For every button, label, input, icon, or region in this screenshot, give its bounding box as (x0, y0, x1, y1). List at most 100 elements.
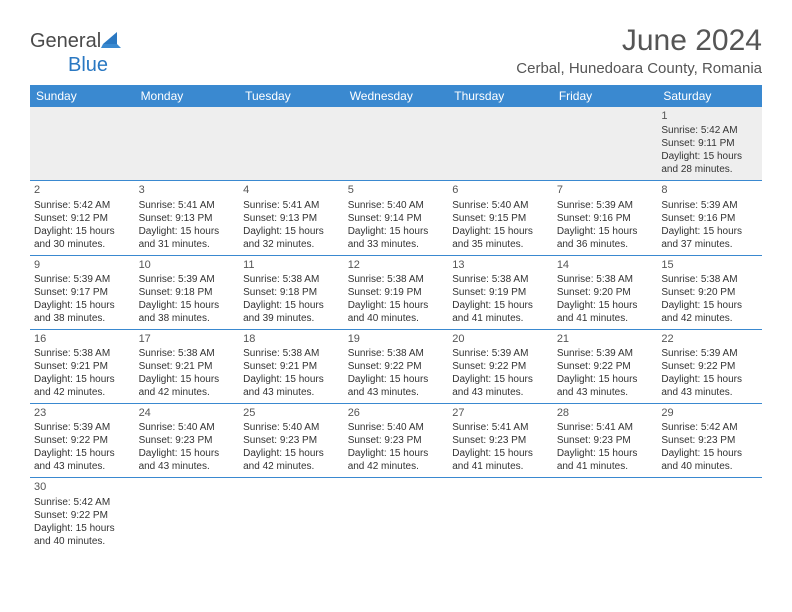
calendar-row: 1Sunrise: 5:42 AMSunset: 9:11 PMDaylight… (30, 107, 762, 181)
day-number: 29 (661, 406, 758, 420)
cell-sunrise: Sunrise: 5:41 AM (139, 199, 236, 212)
day-number: 6 (452, 183, 549, 197)
day-number: 21 (557, 332, 654, 346)
cell-daylight1: Daylight: 15 hours (452, 225, 549, 238)
location: Cerbal, Hunedoara County, Romania (516, 60, 762, 77)
cell-daylight1: Daylight: 15 hours (348, 225, 445, 238)
cell-sunrise: Sunrise: 5:38 AM (139, 347, 236, 360)
cell-sunset: Sunset: 9:22 PM (557, 360, 654, 373)
day-number: 23 (34, 406, 131, 420)
day-number: 27 (452, 406, 549, 420)
cell-sunset: Sunset: 9:22 PM (452, 360, 549, 373)
day-number: 2 (34, 183, 131, 197)
cell-daylight1: Daylight: 15 hours (34, 299, 131, 312)
day-number: 20 (452, 332, 549, 346)
calendar-cell: 4Sunrise: 5:41 AMSunset: 9:13 PMDaylight… (239, 181, 344, 255)
cell-daylight1: Daylight: 15 hours (139, 373, 236, 386)
logo: GeneralBlue (30, 24, 123, 77)
day-number: 30 (34, 480, 131, 494)
cell-sunrise: Sunrise: 5:42 AM (661, 421, 758, 434)
logo-text-part1: General (30, 30, 101, 52)
calendar-cell (135, 478, 240, 552)
calendar-table: Sunday Monday Tuesday Wednesday Thursday… (30, 85, 762, 552)
calendar-cell: 15Sunrise: 5:38 AMSunset: 9:20 PMDayligh… (657, 255, 762, 329)
day-header: Wednesday (344, 85, 449, 107)
cell-sunrise: Sunrise: 5:40 AM (452, 199, 549, 212)
day-number: 19 (348, 332, 445, 346)
cell-sunset: Sunset: 9:23 PM (661, 434, 758, 447)
cell-sunset: Sunset: 9:22 PM (661, 360, 758, 373)
cell-daylight1: Daylight: 15 hours (243, 447, 340, 460)
cell-sunrise: Sunrise: 5:40 AM (348, 421, 445, 434)
cell-sunset: Sunset: 9:23 PM (557, 434, 654, 447)
cell-sunrise: Sunrise: 5:38 AM (348, 273, 445, 286)
calendar-cell (553, 478, 658, 552)
cell-sunset: Sunset: 9:19 PM (452, 286, 549, 299)
calendar-cell: 28Sunrise: 5:41 AMSunset: 9:23 PMDayligh… (553, 404, 658, 478)
cell-sunrise: Sunrise: 5:38 AM (34, 347, 131, 360)
cell-sunset: Sunset: 9:23 PM (243, 434, 340, 447)
day-number: 18 (243, 332, 340, 346)
cell-daylight2: and 42 minutes. (243, 460, 340, 473)
cell-daylight2: and 28 minutes. (661, 163, 758, 176)
cell-sunset: Sunset: 9:11 PM (661, 137, 758, 150)
cell-sunrise: Sunrise: 5:42 AM (661, 124, 758, 137)
calendar-cell: 27Sunrise: 5:41 AMSunset: 9:23 PMDayligh… (448, 404, 553, 478)
cell-sunrise: Sunrise: 5:39 AM (557, 347, 654, 360)
day-number: 4 (243, 183, 340, 197)
calendar-row: 16Sunrise: 5:38 AMSunset: 9:21 PMDayligh… (30, 329, 762, 403)
calendar-cell: 7Sunrise: 5:39 AMSunset: 9:16 PMDaylight… (553, 181, 658, 255)
cell-sunrise: Sunrise: 5:39 AM (34, 421, 131, 434)
cell-daylight2: and 41 minutes. (452, 312, 549, 325)
day-number: 9 (34, 258, 131, 272)
day-number: 11 (243, 258, 340, 272)
cell-daylight1: Daylight: 15 hours (452, 447, 549, 460)
day-number: 25 (243, 406, 340, 420)
calendar-cell: 26Sunrise: 5:40 AMSunset: 9:23 PMDayligh… (344, 404, 449, 478)
day-header: Friday (553, 85, 658, 107)
calendar-cell (239, 107, 344, 181)
calendar-cell: 29Sunrise: 5:42 AMSunset: 9:23 PMDayligh… (657, 404, 762, 478)
cell-daylight2: and 38 minutes. (34, 312, 131, 325)
calendar-cell: 3Sunrise: 5:41 AMSunset: 9:13 PMDaylight… (135, 181, 240, 255)
cell-daylight2: and 38 minutes. (139, 312, 236, 325)
cell-sunrise: Sunrise: 5:42 AM (34, 199, 131, 212)
cell-sunset: Sunset: 9:17 PM (34, 286, 131, 299)
cell-sunrise: Sunrise: 5:39 AM (661, 347, 758, 360)
calendar-row: 30Sunrise: 5:42 AMSunset: 9:22 PMDayligh… (30, 478, 762, 552)
cell-daylight1: Daylight: 15 hours (557, 299, 654, 312)
calendar-cell: 16Sunrise: 5:38 AMSunset: 9:21 PMDayligh… (30, 329, 135, 403)
calendar-cell (344, 478, 449, 552)
day-number: 5 (348, 183, 445, 197)
cell-sunrise: Sunrise: 5:39 AM (661, 199, 758, 212)
cell-daylight1: Daylight: 15 hours (243, 373, 340, 386)
cell-sunset: Sunset: 9:20 PM (661, 286, 758, 299)
cell-daylight2: and 43 minutes. (34, 460, 131, 473)
cell-daylight1: Daylight: 15 hours (557, 373, 654, 386)
cell-daylight1: Daylight: 15 hours (243, 299, 340, 312)
cell-daylight2: and 41 minutes. (557, 460, 654, 473)
day-number: 7 (557, 183, 654, 197)
day-header: Saturday (657, 85, 762, 107)
cell-daylight2: and 43 minutes. (661, 386, 758, 399)
calendar-row: 23Sunrise: 5:39 AMSunset: 9:22 PM Dayligh… (30, 404, 762, 478)
calendar-cell: 5Sunrise: 5:40 AMSunset: 9:14 PMDaylight… (344, 181, 449, 255)
cell-daylight2: and 42 minutes. (661, 312, 758, 325)
cell-sunset: Sunset: 9:12 PM (34, 212, 131, 225)
cell-daylight2: and 43 minutes. (557, 386, 654, 399)
day-number: 26 (348, 406, 445, 420)
calendar-body: 1Sunrise: 5:42 AMSunset: 9:11 PMDaylight… (30, 107, 762, 552)
calendar-cell (553, 107, 658, 181)
day-header: Thursday (448, 85, 553, 107)
cell-sunrise: Sunrise: 5:38 AM (243, 347, 340, 360)
cell-sunset: Sunset: 9:18 PM (243, 286, 340, 299)
cell-sunset: Sunset: 9:22 PM (34, 434, 131, 447)
cell-daylight1: Daylight: 15 hours (452, 299, 549, 312)
cell-sunset: Sunset: 9:15 PM (452, 212, 549, 225)
calendar-cell: 20Sunrise: 5:39 AMSunset: 9:22 PMDayligh… (448, 329, 553, 403)
calendar-cell (657, 478, 762, 552)
cell-sunset: Sunset: 9:23 PM (348, 434, 445, 447)
calendar-cell: 24Sunrise: 5:40 AMSunset: 9:23 PMDayligh… (135, 404, 240, 478)
cell-daylight1: Daylight: 15 hours (557, 225, 654, 238)
cell-daylight1: Daylight: 15 hours (139, 225, 236, 238)
